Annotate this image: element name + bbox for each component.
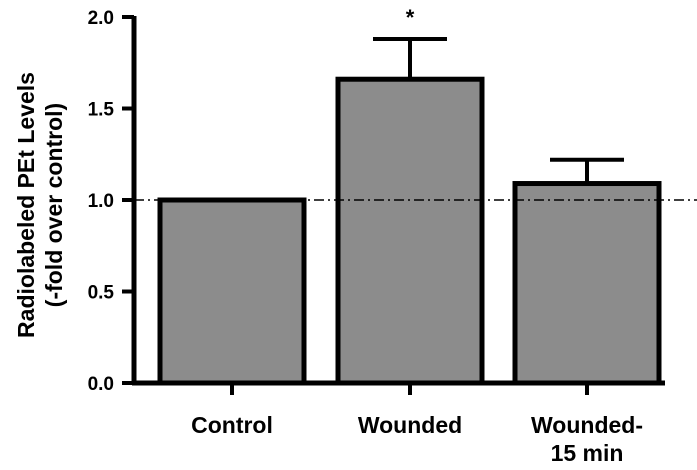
y-axis-label: Radiolabeled PEt Levels (-fold over cont…: [13, 72, 67, 338]
y-axis-label-line2: (-fold over control): [41, 103, 67, 307]
y-tick-label-1: 0.0: [88, 374, 114, 395]
labels-layer: * 0.0 0.5 1.0 1.5 2.0 Control Wounded Wounded-15…: [88, 5, 643, 466]
x-tick-label-3-line2: 15 min: [551, 440, 624, 466]
significance-marker-2: *: [406, 5, 415, 30]
bars-layer: [157, 36, 662, 386]
x-tick-label-1: Control: [191, 412, 273, 438]
axes-layer: [122, 15, 665, 395]
bar-1: [157, 197, 307, 386]
x-tick-label-3: Wounded-: [531, 412, 643, 438]
y-tick-label-2: 0.5: [88, 283, 115, 304]
bar-3: [512, 181, 662, 386]
y-tick-label-4: 1.5: [88, 100, 115, 121]
y-tick-label-3: 1.0: [88, 191, 114, 212]
y-tick-label-5: 2.0: [88, 8, 114, 29]
y-axis-label-line1: Radiolabeled PEt Levels: [13, 72, 39, 338]
bar-2: [335, 76, 485, 386]
x-tick-label-2: Wounded: [358, 412, 462, 438]
